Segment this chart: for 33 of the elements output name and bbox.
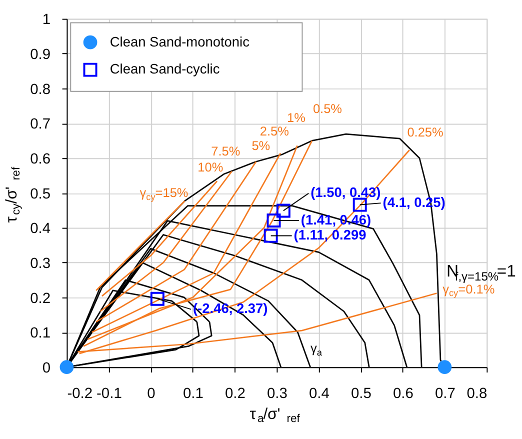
y-tick-label: 0.3 [30,256,51,272]
annotation: (1.11, 0.299 [294,228,367,243]
x-tick-label: 0.6 [392,386,414,402]
y-tick-label: 0.6 [30,152,51,168]
annotation: 7.5% [211,144,240,159]
x-tick-label: 0.3 [266,386,288,402]
annotation: 10% [198,159,224,174]
y-axis-title: τcy/σ'ref [4,166,22,223]
y-tick-label: 0.9 [30,47,51,64]
x-tick-label: 0.1 [182,386,204,402]
y-tick-label: 0.4 [30,221,51,238]
legend-label: Clean Sand-cyclic [110,62,220,77]
x-tick-label: 0.7 [434,386,456,402]
annotation: 0.25% [407,124,444,140]
y-tick-label: 0 [42,360,51,377]
x-tick-label: -0.2 [67,386,93,402]
x-tick-label: 0.2 [224,386,246,402]
x-tick-label: 0.4 [308,386,330,402]
y-tick-label: 0.8 [30,82,51,98]
legend-label: Clean Sand-monotonic [110,34,250,50]
y-tick-label: 0.5 [30,186,51,202]
annotation: 5% [252,138,270,153]
x-tick-label: -0.1 [96,386,122,402]
x-tick-label: 0.5 [350,386,372,402]
y-tick-label: 0.7 [30,116,51,133]
y-tick-label: 1 [42,12,51,28]
y-tick-label: 0.2 [30,290,51,307]
y-tick-label: 0.1 [30,326,51,342]
x-tick-label: 0 [147,386,156,402]
annotation: 0.5% [312,101,342,116]
annotation: 2.5% [260,124,289,139]
annotation: 1% [286,110,306,126]
x-tick-label: 0.8 [466,386,488,402]
